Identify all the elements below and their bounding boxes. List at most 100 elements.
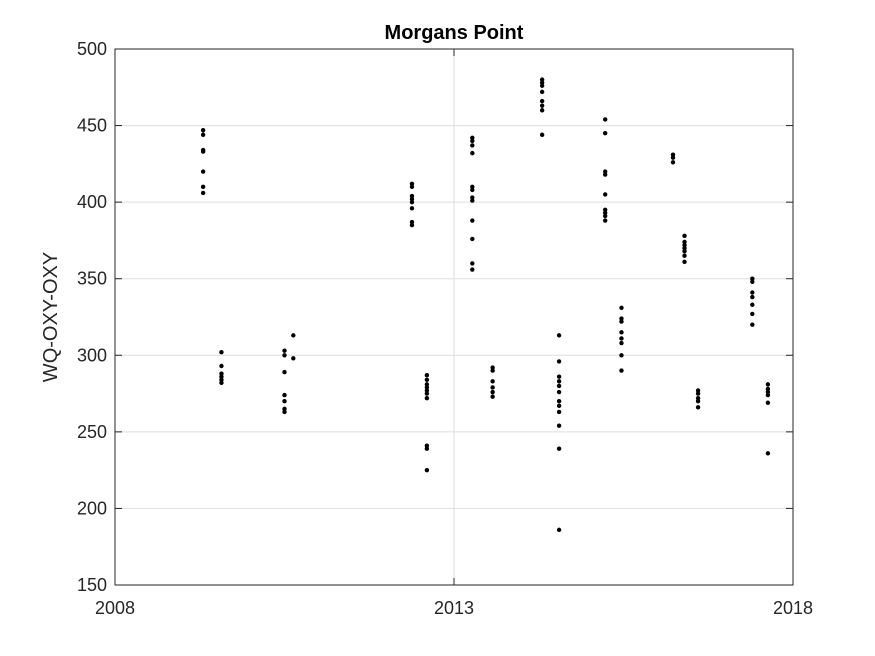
data-point bbox=[200, 190, 206, 196]
data-point bbox=[424, 385, 430, 390]
data-point bbox=[682, 239, 687, 245]
data-point bbox=[424, 446, 430, 451]
data-point bbox=[424, 377, 430, 382]
data-point bbox=[490, 365, 495, 370]
data-point bbox=[424, 395, 430, 401]
grid-lines bbox=[115, 49, 793, 585]
data-point bbox=[619, 305, 624, 311]
data-point bbox=[682, 253, 687, 258]
data-point bbox=[409, 219, 415, 225]
data-point bbox=[282, 353, 287, 358]
y-tick-label: 350 bbox=[77, 269, 107, 289]
data-point bbox=[424, 388, 430, 393]
data-point bbox=[556, 374, 562, 379]
data-point bbox=[750, 276, 755, 281]
data-point bbox=[750, 294, 755, 300]
data-point bbox=[765, 382, 771, 387]
data-point bbox=[424, 443, 430, 448]
data-point bbox=[695, 395, 701, 401]
data-point bbox=[490, 379, 495, 384]
data-point bbox=[291, 333, 296, 338]
data-point bbox=[470, 184, 475, 190]
data-point bbox=[424, 391, 430, 396]
data-point bbox=[200, 132, 206, 137]
data-point bbox=[282, 392, 287, 398]
data-point bbox=[219, 377, 224, 382]
data-point bbox=[200, 149, 206, 154]
data-point bbox=[602, 169, 608, 174]
data-point bbox=[670, 155, 676, 160]
data-point bbox=[291, 356, 296, 361]
y-axis-label: WQ-OXY-OXY bbox=[40, 252, 62, 382]
data-point bbox=[602, 192, 608, 197]
data-point bbox=[539, 89, 545, 95]
data-point bbox=[470, 267, 475, 272]
y-tick-label: 250 bbox=[77, 422, 107, 442]
data-point bbox=[282, 348, 287, 353]
data-point bbox=[409, 206, 415, 211]
data-point bbox=[619, 340, 624, 346]
data-point bbox=[765, 386, 771, 392]
data-point bbox=[765, 451, 771, 456]
data-point bbox=[424, 382, 430, 387]
data-point bbox=[695, 399, 701, 404]
data-point bbox=[219, 363, 224, 369]
data-point bbox=[556, 403, 562, 409]
tick-labels: 150 200 250 300 350 400 450 500 2008 2013 2018 bbox=[77, 39, 813, 618]
data-point bbox=[539, 103, 545, 108]
data-point bbox=[539, 108, 545, 113]
data-point bbox=[409, 193, 415, 199]
data-point bbox=[602, 131, 608, 136]
data-point bbox=[682, 242, 687, 248]
data-point bbox=[409, 184, 415, 190]
x-tick-label: 2018 bbox=[773, 598, 813, 618]
data-point bbox=[750, 311, 755, 317]
x-tick-label: 2008 bbox=[95, 598, 135, 618]
data-point bbox=[539, 80, 545, 85]
data-point bbox=[409, 222, 415, 228]
chart-title: Morgans Point bbox=[385, 22, 524, 44]
data-point bbox=[470, 143, 475, 148]
data-point bbox=[539, 98, 545, 104]
data-point bbox=[490, 385, 495, 390]
data-point bbox=[602, 172, 608, 177]
data-point bbox=[539, 77, 545, 82]
data-point bbox=[200, 169, 206, 174]
data-point bbox=[682, 259, 687, 265]
data-point bbox=[602, 210, 608, 216]
y-tick-label: 500 bbox=[77, 39, 107, 59]
y-tick-label: 400 bbox=[77, 192, 107, 212]
data-point bbox=[556, 423, 562, 428]
data-point bbox=[470, 135, 475, 141]
data-point bbox=[490, 389, 495, 395]
axes bbox=[114, 48, 794, 586]
data-point bbox=[750, 302, 755, 307]
data-point bbox=[602, 207, 608, 212]
data-point bbox=[470, 187, 475, 193]
data-point bbox=[695, 388, 701, 393]
data-point bbox=[556, 359, 562, 364]
data-point bbox=[556, 527, 562, 533]
data-point bbox=[765, 400, 771, 405]
data-point bbox=[424, 467, 430, 473]
data-point bbox=[219, 380, 224, 386]
data-point bbox=[619, 330, 624, 335]
data-point bbox=[602, 117, 608, 122]
y-tick-label: 200 bbox=[77, 498, 107, 518]
data-point bbox=[282, 399, 287, 404]
data-point bbox=[765, 389, 771, 395]
x-tick-label: 2013 bbox=[434, 598, 474, 618]
data-point bbox=[602, 218, 608, 223]
data-point bbox=[619, 319, 624, 324]
data-point bbox=[602, 213, 608, 219]
data-point bbox=[765, 392, 771, 398]
data-point bbox=[470, 261, 475, 266]
data-point bbox=[556, 446, 562, 451]
data-point bbox=[470, 195, 475, 200]
data-point bbox=[470, 150, 475, 156]
data-point bbox=[200, 184, 206, 190]
y-tick-label: 450 bbox=[77, 116, 107, 136]
data-point bbox=[695, 391, 701, 396]
data-point bbox=[470, 198, 475, 203]
